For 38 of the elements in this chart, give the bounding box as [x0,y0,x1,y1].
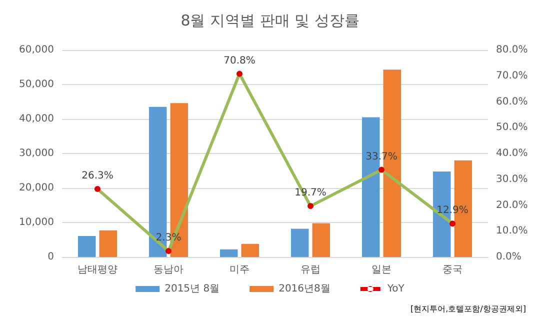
legend-label: 2016년8월 [278,284,330,294]
x-tick-label: 유럽 [300,264,320,276]
legend-label: YoY [386,284,406,294]
y-tick-label: 40,000 [19,114,54,124]
y-tick-label: 60,000 [19,44,54,56]
chart-title: 8월 지역별 판매 및 성장률 [180,12,360,30]
data-label: 12.9% [436,205,468,216]
x-tick-label: 남태평양 [78,264,118,276]
y-tick-label: 50,000 [19,79,54,90]
y2-tick-label: 30.0% [496,174,528,185]
text: [현지투어,호텔포함/항공권제외] [410,304,526,314]
y2-tick-label: 80.0% [496,44,528,56]
y2-tick-label: 50.0% [496,122,528,134]
y-tick-label: 0 [48,252,54,262]
bar [241,244,260,257]
bar [220,249,238,257]
y-tick-label: 20,000 [19,182,54,194]
y2-tick-label: 10.0% [496,226,528,237]
bar [78,236,96,257]
y2-tick-label: 60.0% [496,96,528,108]
legend-label: 2015년 8월 [164,284,220,294]
bar [99,230,118,257]
y2-tick-label: 20.0% [496,200,528,211]
data-label: 26.3% [82,170,114,182]
x-tick-label: 중국 [442,264,462,276]
data-label: 70.8% [224,55,256,66]
data-label: 2.3% [156,232,182,244]
bar [312,223,330,257]
bar [290,228,309,257]
y2-tick-label: 70.0% [496,70,528,82]
y-tick-label: 30,000 [19,148,54,159]
x-tick-label: 일본 [372,264,392,276]
x-tick-label: 미주 [230,264,250,276]
y2-tick-label: 0.0% [496,252,522,262]
y2-tick-label: 40.0% [496,148,528,159]
data-label: 33.7% [366,151,398,162]
x-tick-label: 동남아 [154,264,184,276]
y-tick-label: 10,000 [19,217,54,228]
